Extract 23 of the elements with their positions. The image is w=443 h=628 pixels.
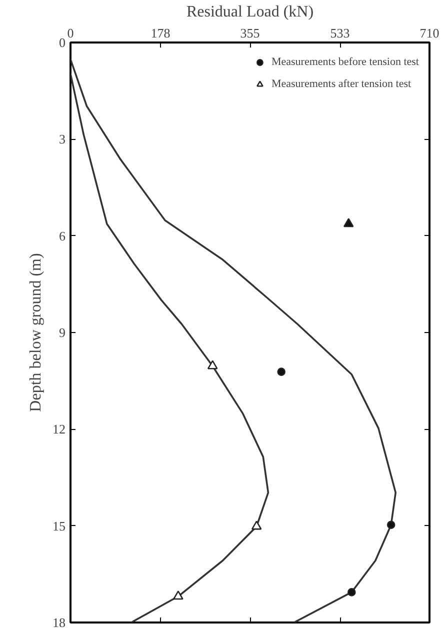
y-axis-title: Depth below ground (m) <box>28 253 44 412</box>
point <box>347 588 356 596</box>
point <box>251 520 262 530</box>
legend-label: Measurements after tension test <box>271 78 412 90</box>
y-tick-label: 18 <box>52 615 66 628</box>
y-tick-label: 9 <box>59 325 66 340</box>
x-tick-label: 533 <box>330 26 350 40</box>
legend-label: Measurements before tension test <box>271 56 419 68</box>
point <box>173 590 184 600</box>
y-tick-label: 0 <box>59 35 66 50</box>
point <box>343 218 354 228</box>
point <box>277 368 286 376</box>
x-tick-label: 355 <box>240 26 260 40</box>
point <box>207 360 218 370</box>
line-series <box>70 72 270 622</box>
y-tick-label: 6 <box>59 228 66 244</box>
y-tick-label: 12 <box>52 422 66 437</box>
y-tick-label: 3 <box>59 132 66 147</box>
point <box>386 520 396 530</box>
x-axis-title: Residual Load (kN) <box>186 4 314 20</box>
y-tick-label: 15 <box>52 518 66 534</box>
x-tick-label: 710 <box>420 26 440 40</box>
x-tick-label: 178 <box>150 26 170 40</box>
